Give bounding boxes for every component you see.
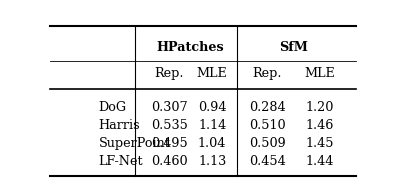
Text: 0.510: 0.510 xyxy=(249,119,286,132)
Text: Rep.: Rep. xyxy=(154,67,184,80)
Text: Rep.: Rep. xyxy=(253,67,282,80)
Text: SuperPoint: SuperPoint xyxy=(99,137,171,150)
Text: DoG: DoG xyxy=(99,101,127,114)
Text: 0.454: 0.454 xyxy=(249,155,286,169)
Text: 0.94: 0.94 xyxy=(198,101,227,114)
Text: 1.45: 1.45 xyxy=(305,137,334,150)
Text: 0.284: 0.284 xyxy=(249,101,286,114)
Text: Harris: Harris xyxy=(99,119,140,132)
Text: MLE: MLE xyxy=(197,67,228,80)
Text: 1.44: 1.44 xyxy=(305,155,334,169)
Text: 1.20: 1.20 xyxy=(305,101,334,114)
Text: HPatches: HPatches xyxy=(157,41,225,54)
Text: 0.460: 0.460 xyxy=(151,155,187,169)
Text: 1.13: 1.13 xyxy=(198,155,226,169)
Text: 1.46: 1.46 xyxy=(305,119,334,132)
Text: LF-Net: LF-Net xyxy=(99,155,143,169)
Text: 0.307: 0.307 xyxy=(151,101,187,114)
Text: 0.495: 0.495 xyxy=(151,137,188,150)
Text: 0.509: 0.509 xyxy=(249,137,286,150)
Text: 0.535: 0.535 xyxy=(151,119,188,132)
Text: MLE: MLE xyxy=(304,67,335,80)
Text: 1.04: 1.04 xyxy=(198,137,227,150)
Text: 1.14: 1.14 xyxy=(198,119,226,132)
Text: SfM: SfM xyxy=(279,41,308,54)
